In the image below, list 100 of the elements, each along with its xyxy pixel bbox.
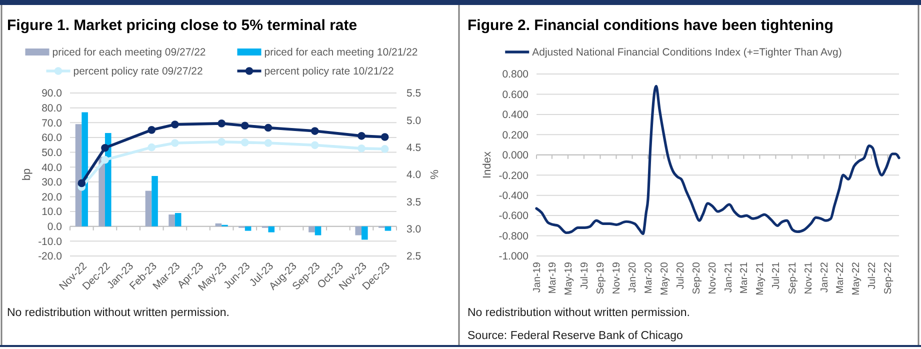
legend-label: percent policy rate 09/27/22	[73, 66, 203, 78]
y2-tick-label: 2.5	[406, 250, 422, 263]
point	[358, 144, 366, 152]
x-tick-label: Jul-20	[675, 262, 686, 290]
y-tick-label: -0.200	[498, 170, 529, 182]
bar	[355, 226, 362, 236]
point	[380, 145, 389, 153]
x-tick-label: Sep-20	[692, 262, 703, 294]
bar	[75, 124, 82, 226]
x-tick-label: Jan-20	[628, 262, 639, 293]
point	[171, 120, 179, 128]
legend-label: priced for each meeting 09/27/22	[52, 46, 206, 59]
point	[241, 138, 249, 146]
chart-title: Figure 2. Financial conditions have been tightening	[468, 17, 834, 34]
y-tick-label: 70.0	[42, 117, 62, 130]
y2-tick-label: 4.0	[406, 169, 422, 182]
point	[310, 127, 319, 135]
x-tick-label: Mar-20	[643, 262, 654, 294]
bar	[384, 226, 392, 231]
y-tick-label: 0.400	[502, 109, 529, 122]
point	[310, 141, 319, 150]
y2-tick-label: 3.0	[406, 224, 422, 236]
y2-tick-label: 5.5	[406, 88, 422, 100]
x-tick-label: Nov-20	[708, 262, 719, 294]
y-tick-label: 30.0	[42, 176, 62, 189]
x-tick-label: May-22	[850, 262, 862, 296]
x-tick-label: Jan-19	[532, 262, 543, 293]
bar	[362, 226, 368, 240]
y-tick-label: -0.600	[498, 210, 529, 222]
x-tick-label: May-21	[755, 262, 766, 296]
y-tick-label: -0.400	[498, 190, 529, 202]
y-axis-title: bp	[21, 168, 33, 181]
text: No redistribution without written permission.	[7, 307, 230, 319]
bar	[308, 226, 315, 232]
bar	[152, 176, 158, 226]
bar	[174, 213, 182, 226]
x-tick-label: Sep-21	[787, 262, 798, 294]
point	[218, 138, 226, 146]
point	[101, 144, 109, 152]
y-tick-label: 10.0	[42, 206, 62, 218]
chart-title: Figure 1. Market pricing close to 5% terminal rate	[7, 17, 358, 34]
x-tick-label: Jan-22	[819, 262, 830, 293]
y-tick-label: 0.000	[502, 150, 529, 162]
bar	[215, 223, 222, 226]
y-tick-label: 0.600	[502, 88, 529, 101]
point	[171, 139, 179, 147]
bar	[145, 190, 152, 226]
x-tick-label: May-20	[659, 262, 670, 296]
y2-tick-label: 5.0	[406, 114, 422, 127]
y-tick-label: -1.000	[498, 250, 529, 263]
bar	[168, 214, 175, 226]
point	[78, 179, 86, 188]
y-axis-title: Index	[482, 151, 494, 178]
y-tick-label: 0.0	[47, 221, 62, 234]
x-tick-label: Nov-21	[803, 262, 814, 294]
y-tick-label: 90.0	[42, 88, 62, 100]
x-tick-label: May-19	[563, 262, 574, 296]
point	[148, 126, 156, 134]
bar	[244, 226, 252, 231]
point	[148, 143, 156, 152]
text: No redistribution without written permission.	[468, 307, 690, 319]
y-tick-label: 0.800	[502, 68, 529, 81]
x-tick-label: Mar-22	[834, 262, 846, 294]
y-tick-label: 50.0	[42, 146, 62, 159]
point	[264, 124, 272, 132]
y2-tick-label: 4.5	[406, 142, 422, 154]
legend-label: Adjusted National Financial Conditions Index (+=Tighter Than Avg)	[532, 46, 842, 59]
line-series	[535, 84, 900, 236]
x-tick-label: Nov-19	[612, 262, 623, 294]
x-tick-label: Sep-22	[883, 262, 894, 294]
x-tick-label: Jan-21	[724, 262, 735, 293]
bar	[82, 112, 88, 226]
bar	[268, 226, 275, 232]
y2-axis-title: %	[428, 170, 440, 180]
y-tick-label: -0.800	[498, 230, 529, 242]
legend-label: priced for each meeting 10/21/22	[264, 46, 418, 59]
x-tick-label: Jul-22	[866, 262, 878, 290]
y-tick-label: 0.200	[502, 129, 529, 142]
legend-label: percent policy rate 10/21/22	[264, 66, 394, 78]
point	[264, 139, 272, 147]
x-tick-label: Jul-19	[579, 262, 590, 290]
x-tick-label: Mar-21	[739, 262, 750, 294]
bar	[98, 156, 105, 226]
y-tick-label: -20.0	[38, 250, 62, 263]
y-tick-label: 40.0	[42, 162, 62, 174]
y2-tick-label: 3.5	[406, 196, 422, 208]
y-tick-label: 80.0	[42, 102, 62, 114]
y-tick-label: 20.0	[42, 191, 62, 204]
point	[241, 122, 249, 130]
bar	[314, 226, 322, 236]
x-tick-label: Mar-19	[547, 262, 558, 294]
point	[358, 132, 366, 140]
source-note: Source: Federal Reserve Bank of Chicago	[468, 330, 683, 342]
point	[101, 156, 109, 164]
x-tick-label: Jul-21	[771, 262, 782, 290]
point	[218, 120, 226, 128]
point	[380, 133, 389, 141]
y-tick-label: -10.0	[38, 236, 62, 248]
y-tick-label: 60.0	[42, 132, 62, 144]
x-tick-label: Sep-19	[596, 262, 607, 294]
